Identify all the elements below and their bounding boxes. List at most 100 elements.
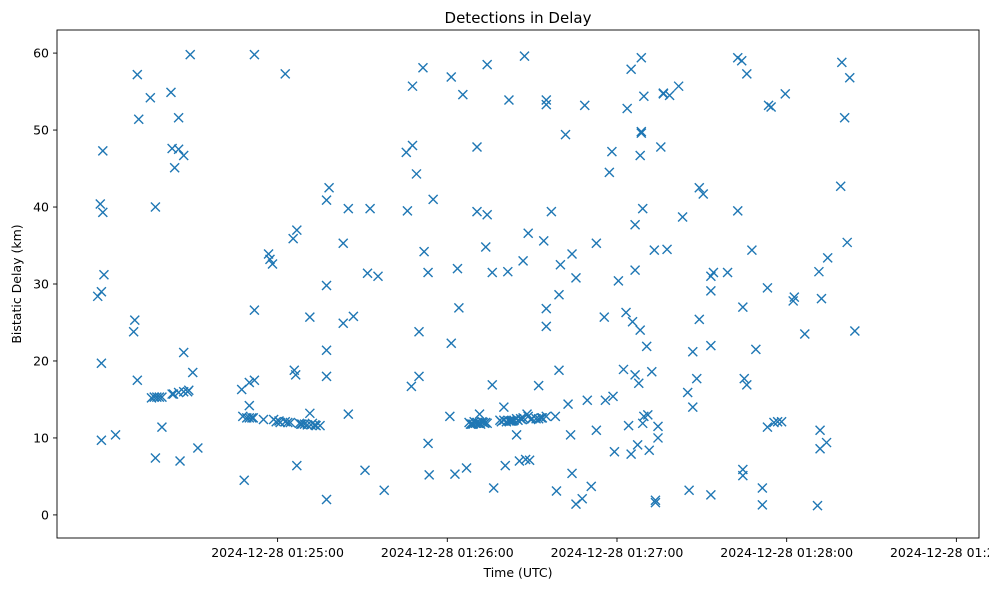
data-point <box>411 168 422 179</box>
data-point <box>348 311 359 322</box>
data-point <box>705 340 716 351</box>
data-point <box>359 465 370 476</box>
data-point <box>406 381 417 392</box>
data-point <box>511 429 522 440</box>
data-point <box>474 409 485 420</box>
data-point <box>98 269 109 280</box>
data-point <box>324 182 335 193</box>
data-point <box>343 203 354 214</box>
data-point <box>533 413 544 424</box>
data-point <box>677 212 688 223</box>
data-point <box>757 482 768 493</box>
data-point <box>799 329 810 340</box>
data-point <box>541 321 552 332</box>
data-point <box>471 141 482 152</box>
data-point <box>565 429 576 440</box>
data-point <box>321 280 332 291</box>
data-point <box>732 205 743 216</box>
data-point <box>705 285 716 296</box>
data-point <box>518 255 529 266</box>
data-point <box>514 456 525 467</box>
data-point <box>453 302 464 313</box>
data-point <box>698 188 709 199</box>
data-point <box>630 265 641 276</box>
data-point <box>291 460 302 471</box>
data-point <box>128 326 139 337</box>
data-point <box>145 92 156 103</box>
data-point <box>541 303 552 314</box>
data-point <box>461 462 472 473</box>
data-point <box>772 416 783 427</box>
data-point <box>423 438 434 449</box>
data-point <box>132 375 143 386</box>
data-point <box>165 87 176 98</box>
x-tick-label: 2024-12-28 01:27:00 <box>551 545 684 560</box>
data-point <box>586 481 597 492</box>
data-point <box>626 449 637 460</box>
data-point <box>737 302 748 313</box>
y-tick-label: 0 <box>41 507 49 522</box>
data-point <box>849 325 860 336</box>
data-point <box>550 411 561 422</box>
data-point <box>95 198 106 209</box>
data-point <box>762 422 773 433</box>
data-point <box>110 429 121 440</box>
data-point <box>822 252 833 263</box>
data-point <box>591 425 602 436</box>
data-point <box>694 182 705 193</box>
data-point <box>343 409 354 420</box>
data-point <box>609 446 620 457</box>
data-point <box>482 59 493 70</box>
data-point <box>315 420 326 431</box>
data-point <box>338 318 349 329</box>
data-point <box>788 295 799 306</box>
data-point <box>746 245 757 256</box>
plot-area-frame <box>56 29 980 539</box>
y-axis-label: Bistatic Delay (km) <box>9 224 24 343</box>
data-point <box>533 380 544 391</box>
data-point <box>291 225 302 236</box>
data-point <box>642 409 653 420</box>
data-point <box>480 242 491 253</box>
data-point <box>635 150 646 161</box>
data-point <box>156 392 167 403</box>
y-tick-label: 50 <box>33 123 49 138</box>
data-point <box>844 72 855 83</box>
data-point <box>471 206 482 217</box>
data-point <box>813 266 824 277</box>
data-point <box>249 375 260 386</box>
data-point <box>757 499 768 510</box>
data-point <box>192 442 203 453</box>
data-point <box>249 49 260 60</box>
data-point <box>599 312 610 323</box>
data-point <box>133 114 144 125</box>
data-point <box>150 202 161 213</box>
data-point <box>622 103 633 114</box>
data-point <box>258 414 269 425</box>
data-point <box>766 101 777 112</box>
data-point <box>741 379 752 390</box>
data-point <box>187 367 198 378</box>
data-point <box>600 395 611 406</box>
data-point <box>304 408 315 419</box>
data-point <box>173 144 184 155</box>
data-point <box>362 268 373 279</box>
data-point <box>444 411 455 422</box>
data-point <box>167 389 178 400</box>
x-axis-ticks: 2024-12-28 01:25:00 2024-12-28 01:26:00 20… <box>211 538 989 560</box>
data-point <box>513 415 523 426</box>
data-point <box>673 81 684 92</box>
data-point <box>407 81 418 92</box>
x-tick-label: 2024-12-28 01:29:00 <box>890 545 989 560</box>
data-point <box>722 267 733 278</box>
data-point <box>637 203 648 214</box>
data-point <box>582 395 593 406</box>
data-point <box>691 373 702 384</box>
data-point <box>627 316 638 327</box>
data-point <box>736 55 747 66</box>
data-point <box>546 206 557 217</box>
data-point <box>649 245 660 256</box>
data-point <box>560 129 571 140</box>
